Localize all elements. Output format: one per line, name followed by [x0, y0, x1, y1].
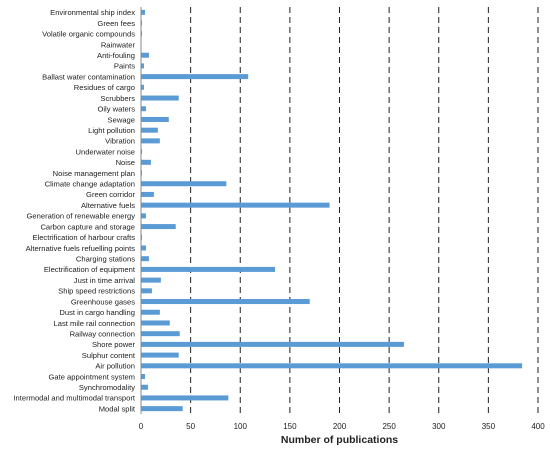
- bar: [141, 288, 152, 294]
- category-label: Noise: [116, 158, 135, 167]
- category-label: Greenhouse gases: [71, 297, 135, 306]
- bars: [141, 9, 523, 412]
- bar: [141, 384, 148, 390]
- bar: [141, 191, 154, 197]
- x-tick-label: 0: [139, 422, 144, 431]
- category-label: Sewage: [108, 115, 135, 124]
- category-label: Intermodal and multimodal transport: [13, 394, 135, 403]
- bar: [141, 341, 405, 347]
- bar: [141, 320, 170, 326]
- bar: [141, 406, 183, 412]
- bar: [141, 299, 310, 305]
- bar: [141, 52, 149, 58]
- bar: [141, 309, 160, 315]
- bar: [141, 277, 161, 283]
- bar: [141, 224, 176, 230]
- category-label: Gate appointment system: [48, 372, 135, 381]
- category-label: Sulphur content: [82, 351, 136, 360]
- category-label: Railway connection: [70, 329, 135, 338]
- category-label: Alternative fuels refuelling points: [26, 244, 136, 253]
- category-label: Electrification of harbour crafts: [32, 233, 135, 242]
- category-label: Noise management plan: [53, 169, 135, 178]
- category-label: Charging stations: [76, 254, 135, 263]
- category-label: Rainwater: [101, 40, 136, 49]
- bar: [141, 9, 145, 15]
- bar: [141, 374, 145, 380]
- bar: [141, 213, 146, 219]
- category-label: Carbon capture and storage: [40, 222, 135, 231]
- bar: [141, 363, 523, 369]
- x-tick-label: 250: [382, 422, 396, 431]
- x-tick-label: 200: [333, 422, 347, 431]
- x-tick-label: 100: [234, 422, 248, 431]
- category-label: Last mile rail connection: [54, 319, 135, 328]
- category-label: Anti-fouling: [97, 51, 135, 60]
- category-label: Residues of cargo: [74, 83, 135, 92]
- x-axis-label: Number of publications: [281, 434, 398, 446]
- category-label: Volatile organic compounds: [42, 30, 135, 39]
- bar: [141, 256, 149, 262]
- bar: [141, 138, 160, 144]
- category-label: Environmental ship index: [50, 8, 135, 17]
- bar: [141, 95, 179, 101]
- category-label: Vibration: [105, 137, 135, 146]
- grid-lines: [190, 7, 539, 414]
- category-label: Oily waters: [97, 105, 135, 114]
- category-label: Green fees: [97, 19, 135, 28]
- bar: [141, 245, 146, 251]
- bar: [141, 84, 144, 90]
- category-label: Ship speed restrictions: [58, 287, 135, 296]
- bar: [141, 116, 169, 122]
- category-label: Climate change adaptation: [45, 180, 135, 189]
- bar: [141, 202, 330, 208]
- bar: [141, 106, 146, 112]
- bar: [141, 352, 179, 358]
- bar: [141, 331, 180, 337]
- x-tick-label: 150: [283, 422, 297, 431]
- category-label: Light pollution: [88, 126, 135, 135]
- category-label: Shore power: [92, 340, 136, 349]
- bar: [141, 127, 158, 133]
- category-label: Just in time arrival: [74, 276, 136, 285]
- bar: [141, 395, 229, 401]
- bar: [141, 159, 151, 165]
- bar: [141, 181, 227, 187]
- category-label: Generation of renewable energy: [27, 212, 136, 221]
- category-label: Underwater noise: [75, 147, 135, 156]
- x-tick-label: 300: [432, 422, 446, 431]
- bar: [141, 266, 275, 272]
- category-label: Green corridor: [86, 190, 135, 199]
- category-label: Scrubbers: [100, 94, 135, 103]
- category-label: Synchromodality: [79, 383, 135, 392]
- category-label: Alternative fuels: [81, 201, 135, 210]
- x-tick-label: 400: [531, 422, 545, 431]
- bar: [141, 63, 144, 69]
- category-label: Dust in cargo handling: [59, 308, 135, 317]
- category-labels: Environmental ship index Green fees Volati…: [13, 8, 135, 413]
- category-label: Air pollution: [95, 362, 135, 371]
- x-tick-label: 50: [186, 422, 195, 431]
- category-label: Paints: [114, 62, 135, 71]
- bar: [141, 74, 249, 80]
- x-tick-label: 350: [482, 422, 496, 431]
- category-label: Ballast water contamination: [42, 72, 135, 81]
- category-label: Modal split: [99, 404, 136, 413]
- category-label: Electrification of equipment: [44, 265, 136, 274]
- x-tick-labels: 0 50 100 150 200 250 300 350 400: [139, 422, 545, 431]
